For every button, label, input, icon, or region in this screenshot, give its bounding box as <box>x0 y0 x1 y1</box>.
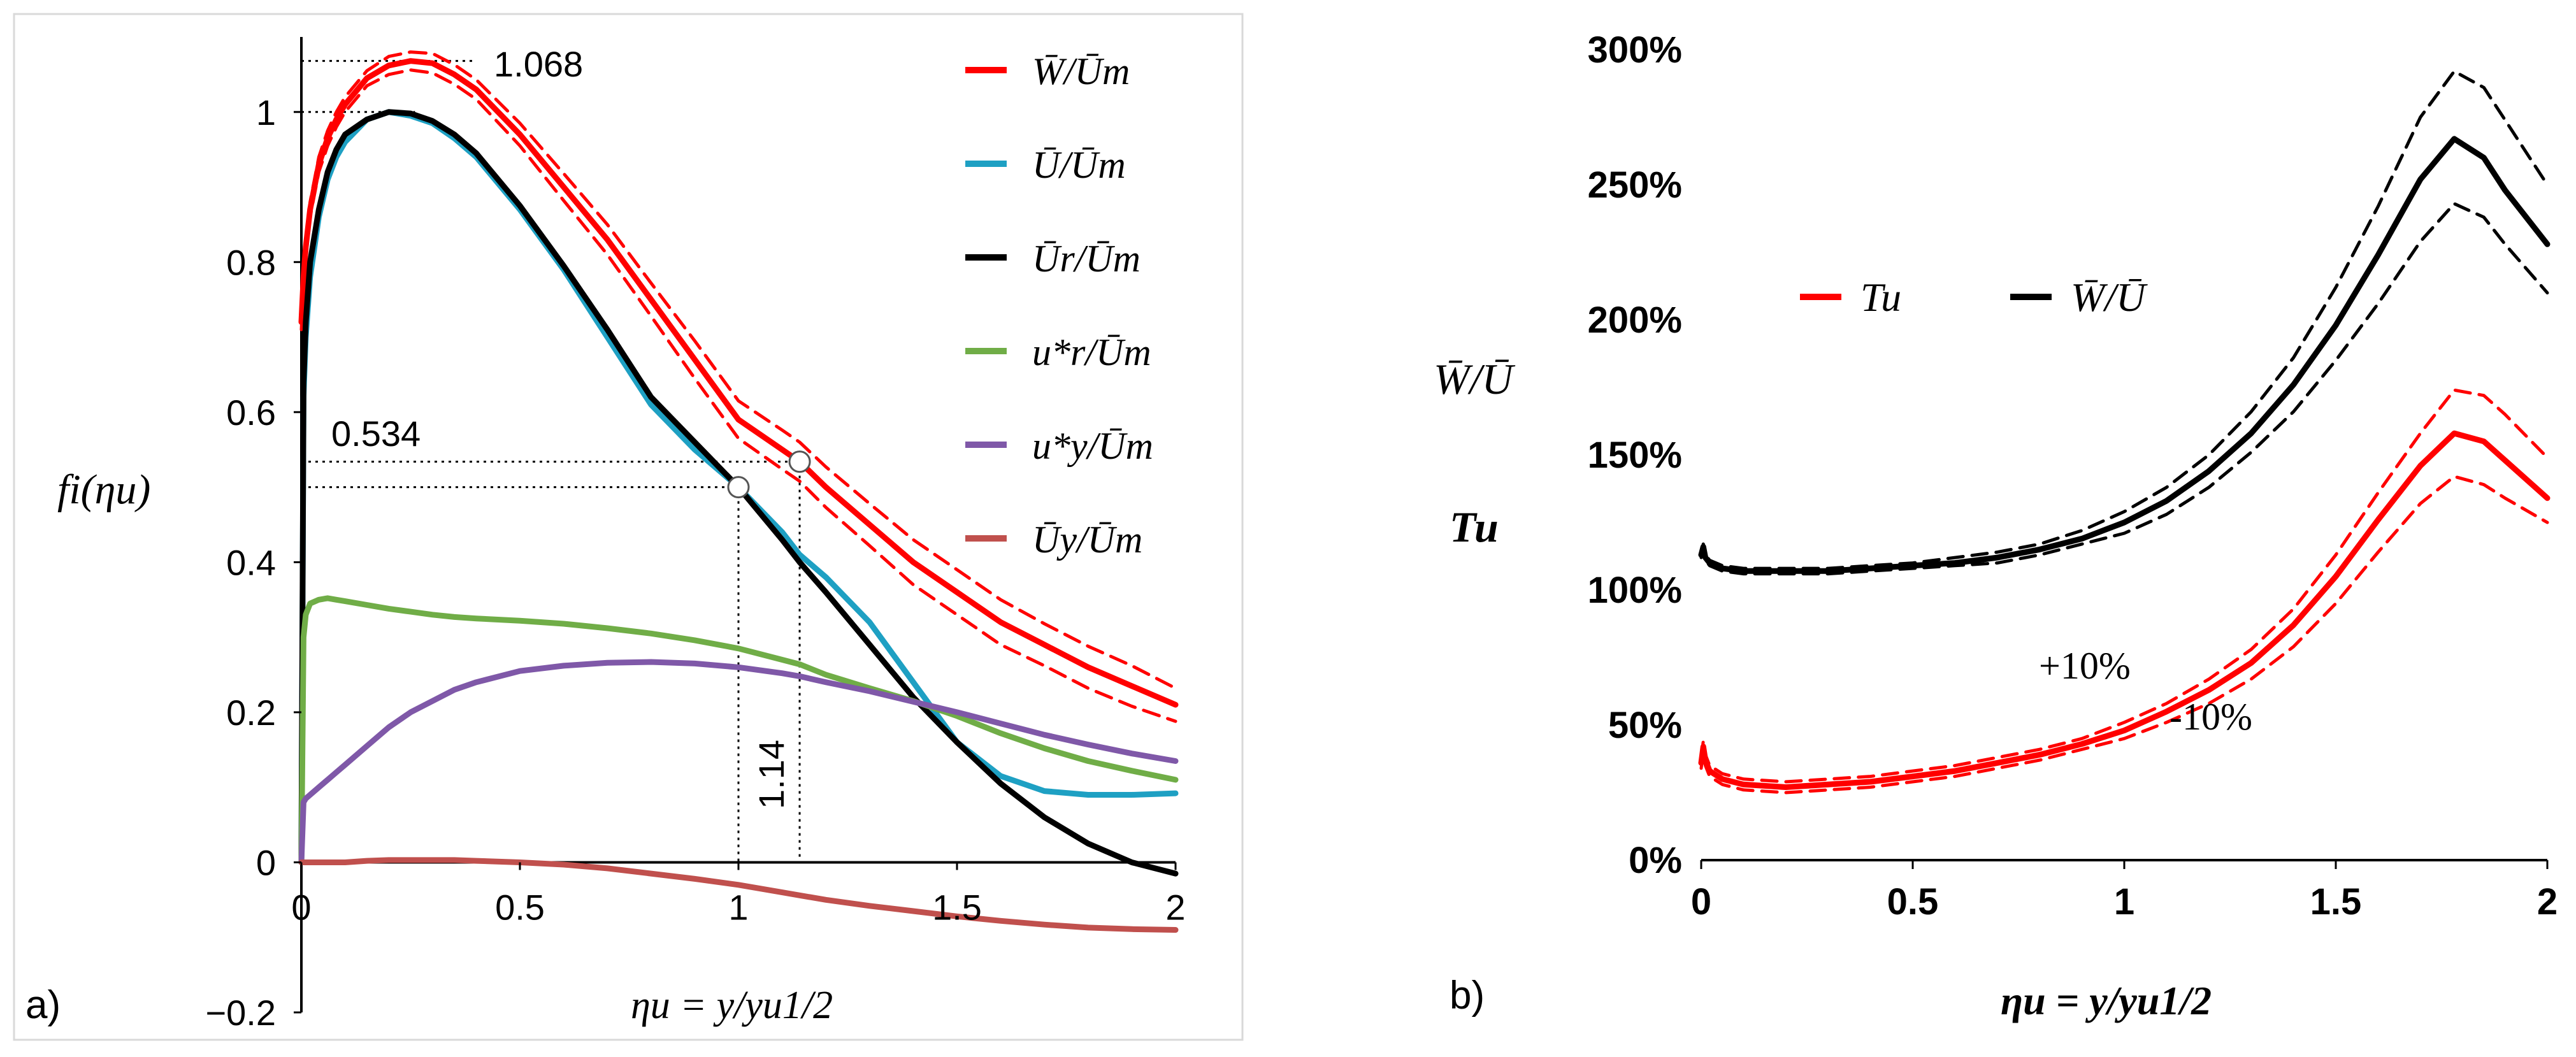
panel-b-ytick-300: 300% <box>1588 29 1682 71</box>
panel-b-xtick-2: 2 <box>2537 881 2558 923</box>
panel-a-legend-label-0: W̄/Ūm <box>1032 50 1130 92</box>
panel-a-xlabel: ηu = y/yu1/2 <box>631 984 833 1027</box>
panel-a-legend-label-2: Ūr/Ūm <box>1032 238 1140 280</box>
panel-b-series-0 <box>1698 430 2551 790</box>
panel-a-xtick-0: 0 <box>291 887 311 927</box>
panel-b-ytick-100: 100% <box>1588 570 1682 611</box>
panel-b-legend-label-1: W̄/Ū <box>2071 275 2148 320</box>
panel-a-series-6 <box>298 659 1179 865</box>
panel-a-legend-label-3: u*r/Ūm <box>1032 331 1151 373</box>
panel-a-annotation-114: 1.14 <box>751 740 791 809</box>
panel-a-ytick-0-2: −0.2 <box>205 993 276 1033</box>
panel-b-xtick-0-5: 0.5 <box>1887 881 1939 923</box>
panel-a-ytick-0: 0 <box>256 842 276 882</box>
panel-a-ylabel: fi(ηu) <box>57 466 150 513</box>
panel-a-markers <box>727 450 811 499</box>
panel-a-series-2 <box>299 68 1177 723</box>
panel-b-series-1 <box>1699 388 2549 784</box>
panel-b-annotation-minus10: -10% <box>2169 696 2252 738</box>
panel-b-series-3 <box>1698 136 2551 574</box>
panel-b-annotation-plus10: +10% <box>2039 645 2131 687</box>
panel-b-xtick-0: 0 <box>1691 881 1711 923</box>
panel-b-xtick-1-5: 1.5 <box>2310 881 2362 923</box>
panel-a-annotation-0534: 0.534 <box>331 413 421 454</box>
panel-b-ytick-50: 50% <box>1608 705 1682 746</box>
panel-a-series-4 <box>298 109 1179 877</box>
panel-a-label: a) <box>25 983 61 1027</box>
panel-b-label: b) <box>1450 974 1485 1017</box>
panel-a-xtick-2: 2 <box>1165 887 1185 927</box>
panel-b-series-5 <box>1699 202 2549 576</box>
panel-a-series-0 <box>298 58 1179 708</box>
panel-a-ytick-0-8: 0.8 <box>226 242 276 282</box>
panel-a-xtick-1: 1 <box>728 887 748 927</box>
panel-b-ytick-200: 200% <box>1588 299 1682 341</box>
panel-a-legend-label-4: u*y/Ūm <box>1032 425 1153 467</box>
panel-a-series-5 <box>298 595 1179 865</box>
panel-a-xtick-0-5: 0.5 <box>495 887 545 927</box>
panel-b-ylabel-tu: Tu <box>1450 503 1499 551</box>
panel-a-series-7 <box>298 857 1179 933</box>
panel-a-annotation-1068: 1.068 <box>494 44 583 84</box>
panel-b-ticks: 0 0.5 1 1.5 2 0% 50% 100% 150% 200% 250% 300% <box>1588 29 2558 923</box>
panel-a-series <box>298 50 1179 933</box>
panel-b-xlabel: ηu = y/yu1/2 <box>2001 978 2212 1023</box>
panel-b-xtick-1: 1 <box>2114 881 2134 923</box>
panel-b-series-2 <box>1699 475 2549 795</box>
panel-a-marker-0 <box>727 476 750 499</box>
panel-a-legend: W̄/Ūm Ū/Ūm Ūr/Ūm u*r/Ūm u*y/Ūm Ūy/Ūm <box>965 50 1153 561</box>
panel-a-legend-label-1: Ū/Ūm <box>1032 144 1126 186</box>
panel-a-ytick-0-2: 0.2 <box>226 693 276 733</box>
panel-a-xtick-1-5: 1.5 <box>932 887 982 927</box>
panel-a-ytick-0-6: 0.6 <box>226 392 276 433</box>
panel-a-marker-1 <box>788 450 811 473</box>
panel-b-ytick-150: 150% <box>1588 435 1682 476</box>
panel-b-legend-label-0: Tu <box>1860 275 1901 320</box>
panel-a-series-1 <box>299 50 1177 690</box>
panel-a-legend-label-5: Ūy/Ūm <box>1032 519 1142 561</box>
panel-a-ytick-1: 1 <box>256 92 276 133</box>
panel-b-series <box>1698 69 2551 795</box>
panel-b-ytick-250: 250% <box>1588 164 1682 206</box>
panel-a-ytick-0-4: 0.4 <box>226 542 276 582</box>
panel-b-ylabel: W̄/Ū <box>1434 355 1516 403</box>
panel-b-ytick-0: 0% <box>1629 840 1682 881</box>
panel-b-legend: Tu W̄/Ū <box>1800 275 2148 320</box>
panel-b-series-4 <box>1699 69 2549 570</box>
panel-a-ticks: 0 0.5 1 1.5 2 −0.2 0 0.2 0.4 0.6 0.8 1 <box>205 92 1185 1033</box>
